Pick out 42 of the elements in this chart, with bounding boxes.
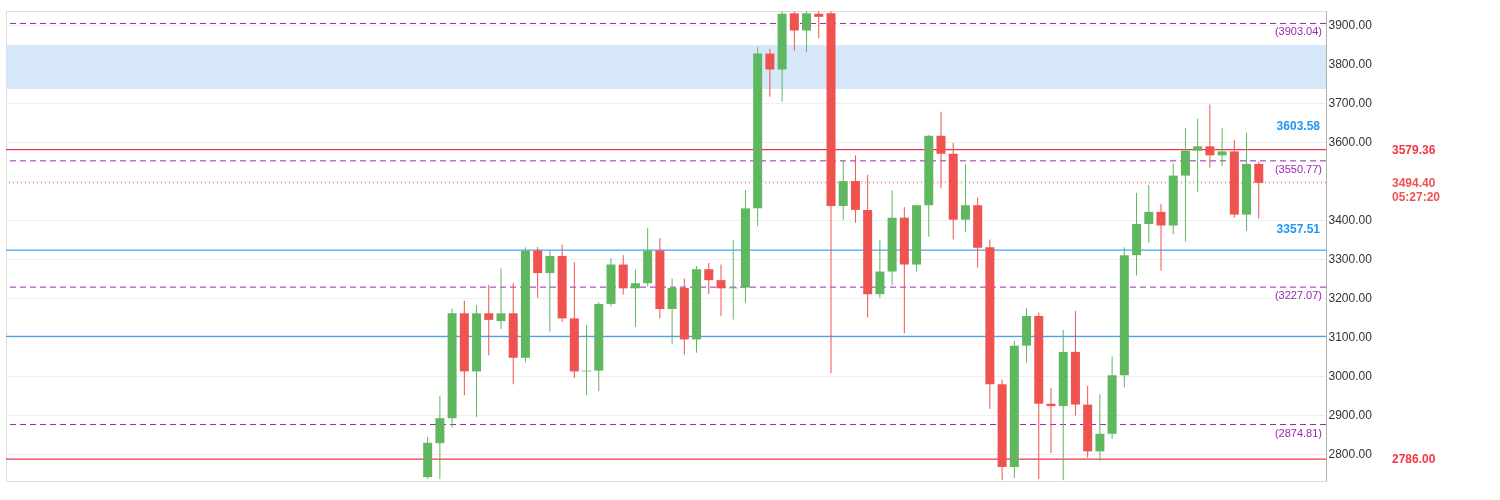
candlestick <box>936 111 946 189</box>
y-tick-label: 3700.00 <box>1328 96 1373 111</box>
candlestick <box>496 267 506 330</box>
ref-line-label: 3494.40 05:27:20 <box>1392 175 1441 204</box>
ref-line-label: (3903.04) <box>1274 25 1322 38</box>
ref-line-label: 2786.00 <box>1392 452 1436 467</box>
ref-line-label: 3579.36 <box>1392 142 1436 157</box>
annotation: 3603.58 <box>1276 119 1321 134</box>
candlestick <box>704 262 714 295</box>
candlestick <box>1217 127 1227 167</box>
candlestick <box>802 10 812 53</box>
candlestick <box>533 246 543 299</box>
candlestick <box>1193 118 1203 193</box>
y-tick-label: 3000.00 <box>1328 369 1373 384</box>
candlestick <box>1205 104 1215 169</box>
ref-line-label: (3550.77) <box>1274 162 1322 175</box>
candlestick <box>630 269 640 328</box>
candlestick <box>1095 393 1105 462</box>
candlestick <box>765 48 775 98</box>
candlestick <box>716 264 726 317</box>
candlestick <box>960 163 970 233</box>
candlestick <box>1144 184 1154 244</box>
candlestick <box>545 249 555 333</box>
ref-line-label: (3227.07) <box>1274 289 1322 302</box>
candlestick <box>1156 203 1166 272</box>
ref-line-label: (2874.81) <box>1274 426 1322 439</box>
y-tick-label: 3900.00 <box>1328 18 1373 33</box>
y-tick-label: 3200.00 <box>1328 291 1373 306</box>
y-tick-label: 3100.00 <box>1328 330 1373 345</box>
annotation: 3357.51 <box>1276 222 1321 237</box>
candlestick <box>618 254 628 296</box>
candlestick <box>667 278 677 345</box>
y-tick-label: 3400.00 <box>1328 213 1373 228</box>
y-tick-label: 2800.00 <box>1328 447 1373 462</box>
candlestick <box>789 10 799 52</box>
candlestick <box>814 10 824 39</box>
y-tick-label: 3600.00 <box>1328 135 1373 150</box>
candlestick <box>875 239 885 299</box>
y-tick-label: 3300.00 <box>1328 252 1373 267</box>
y-tick-label: 3800.00 <box>1328 57 1373 72</box>
y-tick-label: 2900.00 <box>1328 408 1373 423</box>
candlestick <box>484 284 494 356</box>
